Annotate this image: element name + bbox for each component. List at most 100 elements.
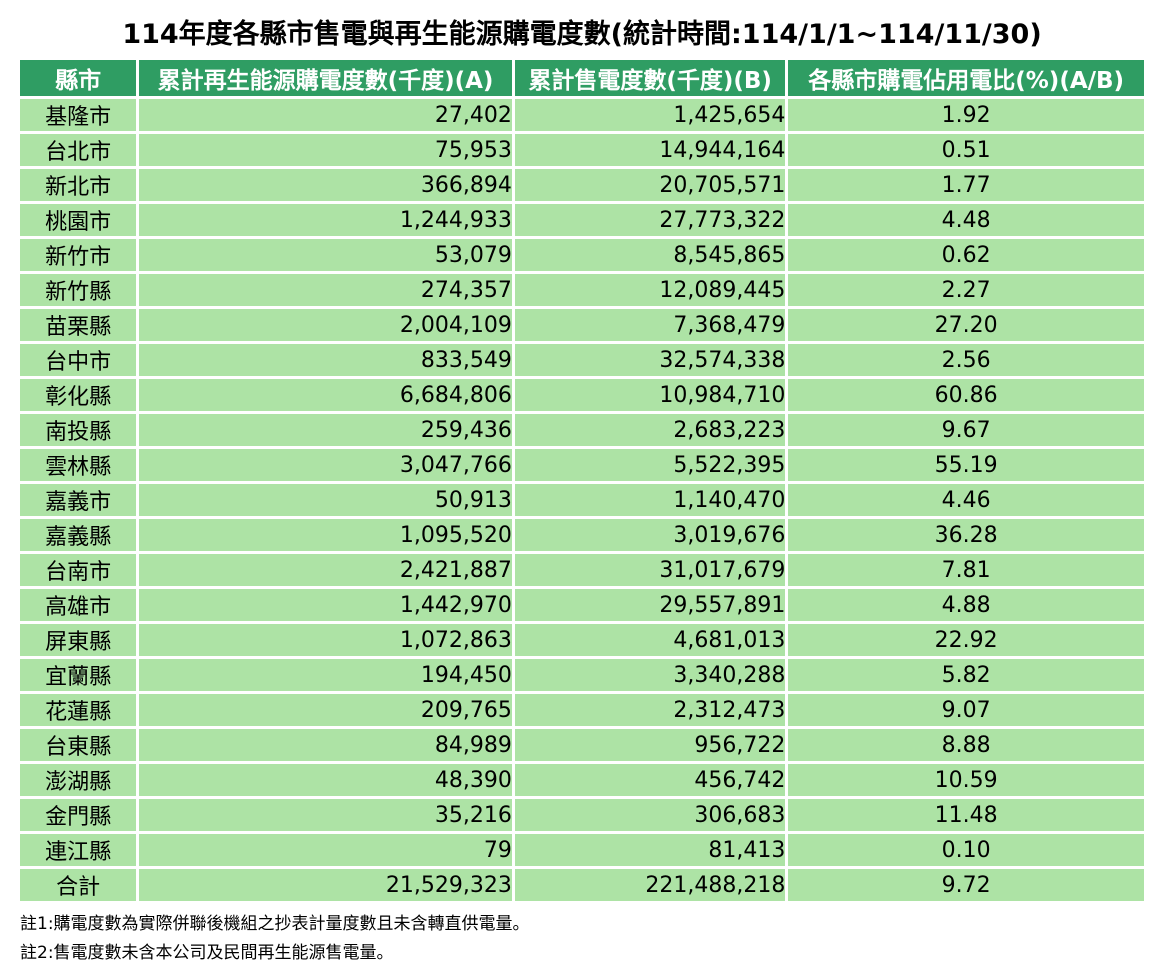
cell-sales: 10,984,710: [514, 379, 786, 411]
table-row: 屏東縣 1,072,863 4,681,013 22.92: [20, 624, 1144, 656]
cell-ratio: 27.20: [788, 309, 1144, 341]
header-county: 縣市: [20, 60, 137, 96]
cell-renewable-purchase: 1,442,970: [139, 589, 512, 621]
cell-renewable-purchase: 48,390: [139, 764, 512, 796]
cell-sales: 221,488,218: [514, 869, 786, 901]
cell-ratio: 8.88: [788, 729, 1144, 761]
cell-ratio: 55.19: [788, 449, 1144, 481]
cell-ratio: 22.92: [788, 624, 1144, 656]
cell-sales: 956,722: [514, 729, 786, 761]
footnote-1: 註1:購電度數為實際併聯後機組之抄表計量度數且未含轉直供電量。: [20, 914, 530, 934]
cell-ratio: 5.82: [788, 659, 1144, 691]
cell-ratio: 4.46: [788, 484, 1144, 516]
cell-county: 宜蘭縣: [20, 659, 137, 691]
cell-county: 澎湖縣: [20, 764, 137, 796]
table-row: 彰化縣 6,684,806 10,984,710 60.86: [20, 379, 1144, 411]
cell-ratio: 0.62: [788, 239, 1144, 271]
cell-renewable-purchase: 84,989: [139, 729, 512, 761]
table-row: 連江縣 79 81,413 0.10: [20, 834, 1144, 866]
cell-sales: 81,413: [514, 834, 786, 866]
cell-renewable-purchase: 53,079: [139, 239, 512, 271]
cell-sales: 5,522,395: [514, 449, 786, 481]
cell-renewable-purchase: 6,684,806: [139, 379, 512, 411]
table-row: 花蓮縣 209,765 2,312,473 9.07: [20, 694, 1144, 726]
cell-renewable-purchase: 209,765: [139, 694, 512, 726]
table-row: 新竹縣 274,357 12,089,445 2.27: [20, 274, 1144, 306]
cell-sales: 12,089,445: [514, 274, 786, 306]
cell-ratio: 11.48: [788, 799, 1144, 831]
cell-ratio: 1.77: [788, 169, 1144, 201]
table-row: 金門縣 35,216 306,683 11.48: [20, 799, 1144, 831]
cell-renewable-purchase: 194,450: [139, 659, 512, 691]
table-row: 桃園市 1,244,933 27,773,322 4.48: [20, 204, 1144, 236]
table-row: 澎湖縣 48,390 456,742 10.59: [20, 764, 1144, 796]
cell-ratio: 9.67: [788, 414, 1144, 446]
cell-ratio: 36.28: [788, 519, 1144, 551]
table-row: 苗栗縣 2,004,109 7,368,479 27.20: [20, 309, 1144, 341]
cell-county: 嘉義縣: [20, 519, 137, 551]
cell-renewable-purchase: 366,894: [139, 169, 512, 201]
cell-county: 苗栗縣: [20, 309, 137, 341]
cell-ratio: 0.10: [788, 834, 1144, 866]
cell-sales: 29,557,891: [514, 589, 786, 621]
cell-sales: 31,017,679: [514, 554, 786, 586]
cell-renewable-purchase: 79: [139, 834, 512, 866]
cell-county: 合計: [20, 869, 137, 901]
cell-county: 雲林縣: [20, 449, 137, 481]
cell-renewable-purchase: 1,072,863: [139, 624, 512, 656]
cell-county: 南投縣: [20, 414, 137, 446]
table-row: 嘉義縣 1,095,520 3,019,676 36.28: [20, 519, 1144, 551]
cell-renewable-purchase: 1,095,520: [139, 519, 512, 551]
cell-county: 台東縣: [20, 729, 137, 761]
table-row: 南投縣 259,436 2,683,223 9.67: [20, 414, 1144, 446]
footnote-2: 註2:售電度數未含本公司及民間再生能源售電量。: [20, 943, 394, 963]
cell-ratio: 60.86: [788, 379, 1144, 411]
cell-county: 屏東縣: [20, 624, 137, 656]
cell-renewable-purchase: 75,953: [139, 134, 512, 166]
cell-renewable-purchase: 50,913: [139, 484, 512, 516]
table-row: 嘉義市 50,913 1,140,470 4.46: [20, 484, 1144, 516]
table-row: 新竹市 53,079 8,545,865 0.62: [20, 239, 1144, 271]
cell-county: 台南市: [20, 554, 137, 586]
cell-ratio: 9.07: [788, 694, 1144, 726]
header-sales: 累計售電度數(千度)(B): [514, 60, 786, 96]
cell-renewable-purchase: 21,529,323: [139, 869, 512, 901]
cell-ratio: 0.51: [788, 134, 1144, 166]
cell-county: 花蓮縣: [20, 694, 137, 726]
cell-ratio: 1.92: [788, 99, 1144, 131]
cell-ratio: 7.81: [788, 554, 1144, 586]
table-header: 縣市 累計再生能源購電度數(千度)(A) 累計售電度數(千度)(B) 各縣市購電…: [20, 60, 1144, 96]
cell-sales: 27,773,322: [514, 204, 786, 236]
cell-county: 桃園市: [20, 204, 137, 236]
cell-sales: 32,574,338: [514, 344, 786, 376]
county-power-table: 縣市 累計再生能源購電度數(千度)(A) 累計售電度數(千度)(B) 各縣市購電…: [17, 57, 1147, 904]
cell-county: 新竹縣: [20, 274, 137, 306]
table-row: 雲林縣 3,047,766 5,522,395 55.19: [20, 449, 1144, 481]
table-row: 新北市 366,894 20,705,571 1.77: [20, 169, 1144, 201]
cell-renewable-purchase: 1,244,933: [139, 204, 512, 236]
cell-sales: 2,683,223: [514, 414, 786, 446]
cell-sales: 2,312,473: [514, 694, 786, 726]
table-row: 基隆市 27,402 1,425,654 1.92: [20, 99, 1144, 131]
cell-county: 金門縣: [20, 799, 137, 831]
cell-sales: 20,705,571: [514, 169, 786, 201]
cell-county: 彰化縣: [20, 379, 137, 411]
table-row: 台北市 75,953 14,944,164 0.51: [20, 134, 1144, 166]
cell-renewable-purchase: 2,421,887: [139, 554, 512, 586]
cell-county: 嘉義市: [20, 484, 137, 516]
cell-sales: 7,368,479: [514, 309, 786, 341]
cell-county: 高雄市: [20, 589, 137, 621]
table-row: 宜蘭縣 194,450 3,340,288 5.82: [20, 659, 1144, 691]
cell-county: 連江縣: [20, 834, 137, 866]
cell-ratio: 4.88: [788, 589, 1144, 621]
cell-ratio: 10.59: [788, 764, 1144, 796]
table-row: 台東縣 84,989 956,722 8.88: [20, 729, 1144, 761]
cell-ratio: 2.56: [788, 344, 1144, 376]
cell-county: 台中市: [20, 344, 137, 376]
cell-sales: 456,742: [514, 764, 786, 796]
table-row: 台南市 2,421,887 31,017,679 7.81: [20, 554, 1144, 586]
cell-renewable-purchase: 2,004,109: [139, 309, 512, 341]
cell-renewable-purchase: 35,216: [139, 799, 512, 831]
cell-sales: 14,944,164: [514, 134, 786, 166]
cell-sales: 3,340,288: [514, 659, 786, 691]
